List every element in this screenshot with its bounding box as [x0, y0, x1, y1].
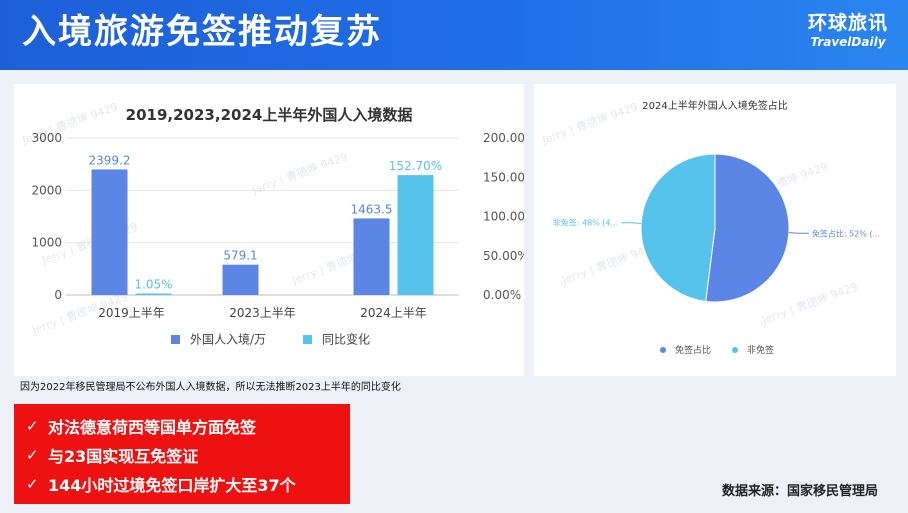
- watermark-text: Jerry | 曹德坤 9429: [759, 279, 859, 327]
- bar-value-label: 1463.5: [351, 202, 393, 216]
- header-banner: 入境旅游免签推动复苏 环球旅讯 TravelDaily: [0, 0, 908, 70]
- check-icon: ✓: [26, 445, 39, 464]
- x-category-label: 2019上半年: [98, 306, 165, 320]
- y-left-tick-label: 3000: [31, 131, 62, 145]
- legend-dot-visa-free: [660, 347, 666, 353]
- check-icon: ✓: [26, 474, 39, 493]
- y-right-tick-label: 200.00%: [483, 131, 524, 145]
- bullet-text: 与23国实现互免签证: [48, 446, 199, 466]
- bullet-item: ✓ 与23国实现互免签证: [26, 440, 350, 469]
- bar-value-label: 1.05%: [134, 278, 172, 292]
- y-left-tick-label: 2000: [31, 183, 62, 197]
- bar: [222, 264, 259, 295]
- bullet-text: 对法德意荷西等国单方面免签: [48, 417, 257, 437]
- pie-slice: [640, 153, 716, 302]
- logo-en-text: TravelDaily: [810, 35, 886, 49]
- y-left-tick-label: 1000: [31, 236, 62, 250]
- traveldaily-logo: 环球旅讯 TravelDaily: [802, 12, 894, 54]
- legend-swatch-entries: [171, 335, 180, 344]
- y-right-ticks: 0.00% 50.00% 100.00% 150.00% 200.00%: [483, 131, 536, 302]
- pie-chart-title: 2024上半年外国人入境免签占比: [642, 99, 787, 112]
- y-right-tick-label: 100.00%: [483, 210, 524, 224]
- page-title: 入境旅游免签推动复苏: [22, 12, 382, 52]
- x-category-label: 2023上半年: [229, 306, 296, 320]
- pie-label-leader: [621, 222, 642, 224]
- x-category-label: 2024上半年: [360, 306, 427, 320]
- footnote: 因为2022年移民管理局不公布外国人入境数据，所以无法推断2023上半年的同比变…: [20, 382, 401, 393]
- policy-bullets: ✓ 对法德意荷西等国单方面免签 ✓ 与23国实现互免签证 ✓ 144小时过境免签…: [14, 404, 350, 504]
- legend-label-visa-free: 免签占比: [675, 344, 711, 356]
- legend-swatch-yoy: [303, 335, 312, 344]
- pie-legend: 免签占比 非免签: [660, 344, 774, 356]
- legend-label-non-visa-free: 非免签: [747, 344, 774, 356]
- pie-slice-label: 免签占比: 52% (...: [812, 228, 880, 238]
- legend-label-yoy: 同比变化: [322, 332, 370, 347]
- watermark-text: Jerry | 曹德坤 9429: [539, 99, 639, 147]
- pie-slices: [640, 153, 790, 303]
- bar: [91, 169, 128, 295]
- bullet-text: 144小时过境免签口岸扩大至37个: [48, 475, 296, 495]
- check-icon: ✓: [26, 416, 39, 435]
- bar-chart-title: 2019,2023,2024上半年外国人入境数据: [126, 106, 413, 124]
- pie-chart-panel: Jerry | 曹德坤 9429 Jerry | 曹德坤 9429 Jerry | …: [534, 84, 896, 376]
- pie-slice-labels: 免签占比: 52% (... 非免签: 48% (4...: [553, 218, 880, 239]
- bar: [397, 175, 434, 295]
- logo-cn-text: 环球旅讯: [807, 12, 888, 34]
- bar-value-label: 579.1: [223, 249, 257, 263]
- legend-dot-non-visa-free: [732, 347, 738, 353]
- bar-legend: 外国人入境/万 同比变化: [171, 332, 370, 347]
- bar: [353, 218, 390, 295]
- bar-value-label: 2399.2: [89, 153, 131, 167]
- pie-slice-label: 非免签: 48% (4...: [553, 218, 618, 228]
- pie-slice: [705, 153, 790, 303]
- data-source: 数据来源：国家移民管理局: [721, 484, 878, 499]
- y-left-tick-label: 0: [54, 288, 62, 302]
- pie-label-leader: [788, 232, 809, 234]
- bullet-item: ✓ 144小时过境免签口岸扩大至37个: [26, 469, 350, 498]
- bar-grid: [66, 137, 459, 296]
- bar: [135, 293, 172, 295]
- y-right-tick-label: 0.00%: [483, 288, 521, 302]
- y-left-ticks: 0 1000 2000 3000: [31, 131, 62, 302]
- bar-chart-panel: Jerry | 曹德坤 9429 Jerry | 曹德坤 9429 Jerry | …: [14, 84, 536, 376]
- legend-label-entries: 外国人入境/万: [190, 332, 266, 347]
- bar-value-label: 152.70%: [389, 159, 442, 173]
- bar-marks: 2399.2 1.05% 579.1 1463.5 152.70%: [89, 153, 442, 295]
- y-right-tick-label: 50.00%: [483, 249, 524, 263]
- x-category-labels: 2019上半年 2023上半年 2024上半年: [98, 306, 427, 320]
- y-right-tick-label: 150.00%: [483, 170, 524, 184]
- bullet-item: ✓ 对法德意荷西等国单方面免签: [26, 411, 350, 440]
